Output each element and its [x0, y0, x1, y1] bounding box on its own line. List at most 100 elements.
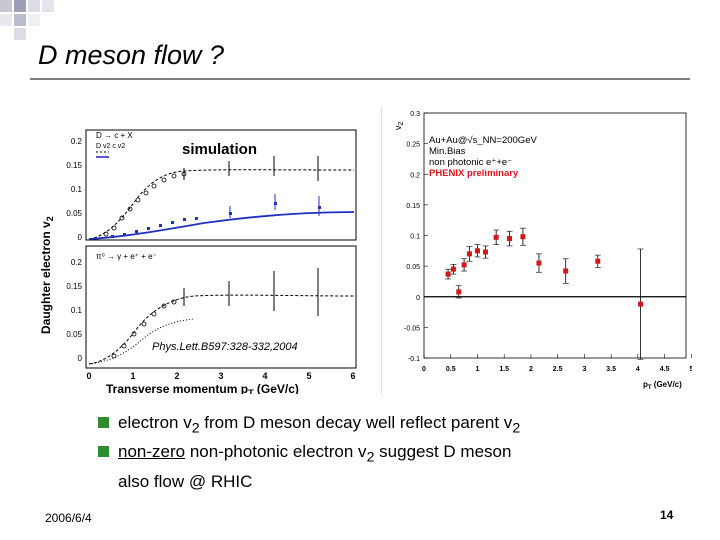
- phenix-xtick-label: 2.5: [553, 366, 563, 373]
- phenix-data-point: [466, 251, 472, 257]
- sim-open-marker: [127, 206, 133, 212]
- phenix-xtick-label: 3.5: [606, 366, 616, 373]
- sim-bottom-open-marker: [151, 311, 157, 317]
- phenix-ylabel: v2: [393, 122, 405, 131]
- sim-top-yticks: 0.2 0.15 0.1 0.05 0: [66, 137, 82, 242]
- simulation-label: simulation: [182, 141, 257, 158]
- sim-open-marker: [171, 173, 177, 179]
- slide-title: D meson flow ?: [38, 40, 225, 70]
- sim-top-blue-curve: [88, 211, 355, 240]
- phenix-xtick-label: 1.5: [499, 366, 509, 373]
- sim-xtick: 3: [218, 371, 223, 381]
- bullet-marker-icon: [98, 446, 109, 458]
- reference-citation: Phys.Lett.B597:328-332,2004: [152, 341, 298, 353]
- slide-date: 2006/6/4: [45, 511, 92, 525]
- phenix-yticks: 0.3 0.25 0.2 0.15 0.1 0.05 0 -0.05 -0.1: [404, 111, 428, 363]
- sim-bottom-open-marker: [131, 331, 137, 337]
- bullet-item: electron v2 from D meson decay well refl…: [98, 411, 698, 440]
- phenix-ytick-label: 0.3: [410, 111, 420, 118]
- phenix-plot-svg: v2 pT (GeV/c) 0.3 0.25 0.2 0.15 0.1 0.05 0 -0.0…: [393, 111, 693, 391]
- sim-bottom-ytick: 0.05: [66, 330, 82, 339]
- sim-xtick: 0: [86, 371, 91, 381]
- sim-blue-marker: [195, 217, 198, 220]
- bullet-list: electron v2 from D meson decay well refl…: [98, 411, 698, 494]
- phenix-xlabel: pT (GeV/c): [643, 380, 682, 391]
- sim-xticks: 0 1 2 3 4 5 6: [86, 371, 355, 381]
- bullet-text: electron v: [118, 413, 192, 432]
- sim-open-marker: [135, 197, 141, 203]
- phenix-data-point: [482, 249, 488, 255]
- phenix-data-point: [493, 234, 499, 240]
- simulation-figure: Daughter electron v2 0.2 0.15 0.1 0.05 0…: [34, 106, 382, 398]
- bullet-marker-icon: [98, 417, 109, 428]
- sim-open-marker: [103, 231, 109, 237]
- sim-bottom-ytick: 0.1: [71, 306, 83, 315]
- phenix-xticks: 0 0.5 1 1.5 2 2.5 3 3.5 4 4.5 5: [422, 354, 693, 373]
- sim-top-frame: [85, 129, 357, 241]
- sim-top-blue-errbars: [229, 194, 320, 218]
- phenix-data-point: [450, 266, 456, 272]
- phenix-data-point: [474, 248, 480, 254]
- sim-xtick: 6: [350, 371, 355, 381]
- sim-top-ytick: 0.15: [66, 161, 82, 170]
- sim-open-marker: [151, 183, 157, 189]
- sim-bottom-open-marker: [121, 343, 127, 349]
- phenix-xtick-label: 2: [529, 366, 533, 373]
- sim-blue-marker: [171, 221, 174, 224]
- phenix-ytick-label: 0: [416, 295, 420, 302]
- phenix-xtick-label: 0.5: [446, 366, 456, 373]
- simulation-plot-svg: Daughter electron v2 0.2 0.15 0.1 0.05 0…: [39, 129, 357, 398]
- phenix-data-point: [536, 260, 542, 266]
- phenix-data-point: [445, 271, 451, 277]
- phenix-xtick-label: 1: [476, 366, 480, 373]
- sim-top-ytick: 0: [78, 233, 83, 242]
- sim-open-marker: [119, 215, 125, 221]
- sim-blue-marker: [147, 227, 150, 230]
- phenix-data-point: [507, 236, 513, 242]
- phenix-figure: v2 pT (GeV/c) 0.3 0.25 0.2 0.15 0.1 0.05 0 -0.0…: [391, 108, 693, 394]
- bullet-underlined-text: non-zero: [118, 442, 186, 462]
- sim-bottom-open-marker: [171, 299, 177, 305]
- sim-bottom-legend: π⁰ → γ + e⁺ + e⁻: [96, 252, 157, 261]
- sim-xtick: 2: [174, 371, 179, 381]
- bullet-item: non-zero non-photonic electron v2 sugges…: [98, 440, 698, 469]
- phenix-ytick-label: 0.15: [406, 203, 420, 210]
- phenix-xtick-label: 5: [689, 366, 692, 373]
- phenix-ytick-label: 0.1: [410, 234, 420, 241]
- phenix-xtick-label: 4: [636, 366, 640, 373]
- sim-top-ytick: 0.2: [71, 137, 83, 146]
- phenix-ytick-label: 0.2: [410, 172, 420, 179]
- sim-blue-marker: [159, 224, 162, 227]
- sim-blue-marker: [123, 233, 126, 236]
- sim-top-ytick: 0.1: [71, 185, 83, 194]
- sim-top-legend-2: D v2 c v2: [96, 143, 125, 150]
- phenix-ytick-label: 0.05: [406, 264, 420, 271]
- sim-bottom-ytick: 0: [78, 354, 83, 363]
- sim-top-dashed-curve: [88, 169, 355, 240]
- title-rule: [30, 78, 690, 80]
- sim-top-legend-1: D → c + X: [96, 131, 133, 140]
- sim-xtick: 5: [306, 371, 311, 381]
- sim-open-marker: [161, 177, 167, 183]
- sim-bottom-dotted-curve: [88, 318, 195, 365]
- sim-bottom-open-markers: [111, 299, 177, 359]
- sim-xlabel: Transverse momentum pT (GeV/c): [106, 382, 299, 394]
- sim-top-open-markers: [103, 171, 187, 237]
- phenix-ytick-label: -0.05: [404, 325, 420, 332]
- phenix-ytick-label: 0.25: [406, 142, 420, 149]
- bullet-text: suggest D meson: [374, 442, 512, 462]
- phenix-legend-entry: PHENIX preliminary: [429, 168, 519, 179]
- bullet-text: also flow @ RHIC: [118, 471, 253, 491]
- sim-bottom-yticks: 0.2 0.15 0.1 0.05 0: [66, 258, 82, 363]
- sim-top-black-errbars: [183, 156, 319, 181]
- sim-bottom-open-marker: [111, 353, 117, 359]
- phenix-legend-entry: Min.Bias: [429, 146, 466, 157]
- sim-open-marker: [111, 225, 117, 231]
- sim-bottom-dashed-curve: [88, 294, 355, 365]
- phenix-ytick-label: -0.1: [408, 356, 420, 363]
- phenix-legend-entry: Au+Au@√s_NN=200GeV: [429, 135, 537, 146]
- sim-open-marker: [143, 190, 149, 196]
- phenix-data-point: [563, 268, 569, 274]
- bullet-text: non-photonic electron v: [185, 442, 367, 462]
